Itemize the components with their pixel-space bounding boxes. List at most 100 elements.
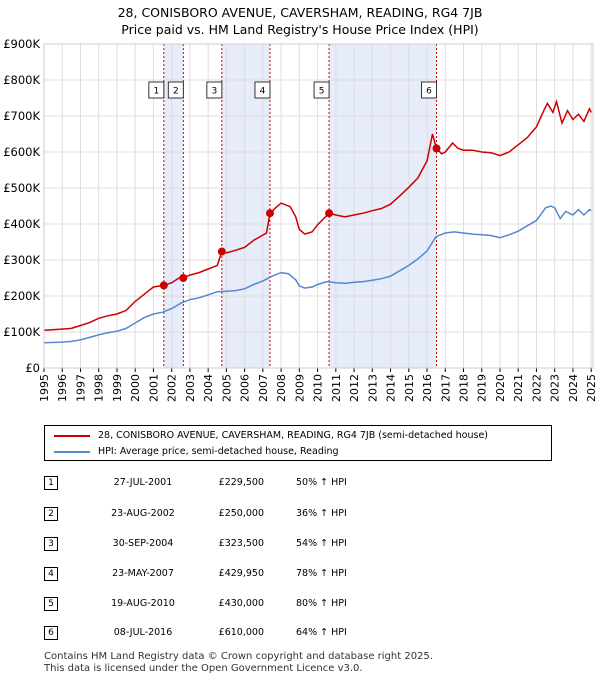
sale-marker-label: 2 bbox=[173, 87, 179, 97]
sale-marker-label: 3 bbox=[211, 87, 217, 97]
x-tick-label: 1995 bbox=[38, 374, 51, 402]
sale-hpi-change: 64% ↑ HPI bbox=[296, 627, 347, 638]
x-tick-label: 2013 bbox=[366, 374, 379, 402]
sale-point bbox=[325, 209, 334, 218]
shaded-band bbox=[329, 44, 437, 368]
x-tick-label: 2014 bbox=[385, 374, 398, 402]
x-tick-label: 2000 bbox=[129, 374, 142, 402]
x-tick-label: 2017 bbox=[439, 374, 452, 402]
shaded-band bbox=[163, 44, 184, 368]
x-tick-label: 2005 bbox=[220, 374, 233, 402]
sale-marker-box bbox=[254, 81, 271, 99]
table-row: 5 19-AUG-2010 £430,000 80% ↑ HPI bbox=[44, 597, 564, 613]
x-tick-label: 2012 bbox=[348, 374, 361, 402]
x-tick-label: 2002 bbox=[166, 374, 179, 402]
x-tick-label: 2024 bbox=[567, 374, 580, 402]
sale-marker-box bbox=[148, 81, 165, 99]
legend-swatch-property bbox=[54, 435, 90, 437]
sale-date: 08-JUL-2016 bbox=[113, 627, 173, 638]
sale-price: £429,950 bbox=[218, 568, 264, 579]
sale-date: 27-JUL-2001 bbox=[113, 477, 173, 488]
sale-marker-box bbox=[167, 81, 184, 99]
sale-marker-box bbox=[206, 81, 223, 99]
title-line-1: 28, CONISBORO AVENUE, CAVERSHAM, READING… bbox=[117, 5, 483, 20]
x-tick-label: 2003 bbox=[184, 374, 197, 402]
sale-point bbox=[159, 281, 168, 290]
x-tick-label: 2008 bbox=[275, 374, 288, 402]
legend-label-hpi: HPI: Average price, semi-detached house,… bbox=[98, 446, 339, 457]
sale-date: 19-AUG-2010 bbox=[111, 598, 175, 609]
y-tick-label: £300K bbox=[3, 253, 40, 267]
y-tick-label: £0 bbox=[25, 361, 40, 375]
y-tick-label: £200K bbox=[3, 289, 40, 303]
x-tick-label: 2006 bbox=[239, 374, 252, 402]
sale-hpi-change: 54% ↑ HPI bbox=[296, 538, 347, 549]
x-tick-label: 2018 bbox=[458, 374, 471, 402]
sale-number: 6 bbox=[44, 626, 58, 640]
sale-number: 5 bbox=[44, 597, 58, 611]
table-row: 2 23-AUG-2002 £250,000 36% ↑ HPI bbox=[44, 507, 564, 523]
footer: Contains HM Land Registry data © Crown c… bbox=[44, 651, 433, 675]
x-tick-label: 2004 bbox=[202, 374, 215, 402]
y-axis-ticks: £0 £100K £200K £300K £400K £500K £600K £700K £80… bbox=[3, 37, 40, 375]
x-tick-label: 2016 bbox=[421, 374, 434, 402]
sale-hpi-change: 80% ↑ HPI bbox=[296, 598, 347, 609]
table-row: 4 23-MAY-2007 £429,950 78% ↑ HPI bbox=[44, 567, 564, 583]
sale-number: 3 bbox=[44, 537, 58, 551]
sale-point bbox=[265, 209, 274, 218]
sale-marker-label: 4 bbox=[260, 87, 266, 97]
title-line-2: Price paid vs. HM Land Registry's House … bbox=[121, 22, 479, 37]
x-tick-label: 2015 bbox=[403, 374, 416, 402]
footer-line-2: This data is licensed under the Open Gov… bbox=[44, 663, 363, 674]
legend-swatch-hpi bbox=[54, 451, 90, 453]
x-tick-label: 2019 bbox=[476, 374, 489, 402]
sale-price: £323,500 bbox=[218, 538, 264, 549]
table-row: 1 27-JUL-2001 £229,500 50% ↑ HPI bbox=[44, 476, 564, 492]
y-tick-label: £600K bbox=[3, 145, 40, 159]
sale-marker-box bbox=[421, 81, 438, 99]
x-tick-label: 2022 bbox=[530, 374, 543, 402]
sale-date: 23-AUG-2002 bbox=[111, 508, 175, 519]
y-tick-label: £100K bbox=[3, 325, 40, 339]
x-tick-label: 2010 bbox=[312, 374, 325, 402]
sale-marker-label: 5 bbox=[319, 87, 325, 97]
sale-hpi-change: 78% ↑ HPI bbox=[296, 568, 347, 579]
x-tick-label: 2023 bbox=[549, 374, 562, 402]
x-tick-label: 2020 bbox=[494, 374, 507, 402]
sale-number: 2 bbox=[44, 507, 58, 521]
sale-number: 1 bbox=[44, 476, 58, 490]
x-tick-label: 1996 bbox=[56, 374, 69, 402]
sale-price: £430,000 bbox=[218, 598, 264, 609]
x-tick-label: 2021 bbox=[512, 374, 525, 402]
sale-date: 23-MAY-2007 bbox=[112, 568, 174, 579]
hpi-line bbox=[43, 205, 592, 344]
x-tick-label: 2025 bbox=[585, 374, 598, 402]
sale-number: 4 bbox=[44, 567, 58, 581]
sale-point bbox=[432, 144, 441, 153]
x-tick-label: 1998 bbox=[93, 374, 106, 402]
y-tick-label: £800K bbox=[3, 73, 40, 87]
y-tick-label: £700K bbox=[3, 109, 40, 123]
sale-marker-box bbox=[313, 81, 330, 99]
sale-marker-label: 6 bbox=[426, 87, 432, 97]
y-tick-label: £500K bbox=[3, 181, 40, 195]
sale-point bbox=[217, 247, 226, 256]
sale-hpi-change: 36% ↑ HPI bbox=[296, 508, 347, 519]
table-row: 3 30-SEP-2004 £323,500 54% ↑ HPI bbox=[44, 537, 564, 553]
sale-date: 30-SEP-2004 bbox=[112, 538, 174, 549]
sale-price: £250,000 bbox=[218, 508, 264, 519]
legend-label-property: 28, CONISBORO AVENUE, CAVERSHAM, READING… bbox=[98, 430, 489, 441]
sale-price: £610,000 bbox=[218, 627, 264, 638]
x-tick-label: 2009 bbox=[293, 374, 306, 402]
sale-hpi-change: 50% ↑ HPI bbox=[296, 477, 347, 488]
legend-item-hpi: HPI: Average price, semi-detached house,… bbox=[54, 445, 339, 459]
sale-price: £229,500 bbox=[218, 477, 264, 488]
plot-frame bbox=[43, 43, 594, 369]
shaded-bands bbox=[163, 44, 437, 368]
x-axis-ticks: 1995 1996 1997 1998 1999 2000 2001 2002 2003 2004… bbox=[38, 368, 598, 402]
chart-title: 28, CONISBORO AVENUE, CAVERSHAM, READING… bbox=[0, 4, 600, 38]
legend-item-property: 28, CONISBORO AVENUE, CAVERSHAM, READING… bbox=[54, 429, 488, 443]
sale-marker-boxes: 1 2 3 4 5 6 bbox=[148, 81, 438, 99]
sale-point bbox=[179, 274, 188, 282]
